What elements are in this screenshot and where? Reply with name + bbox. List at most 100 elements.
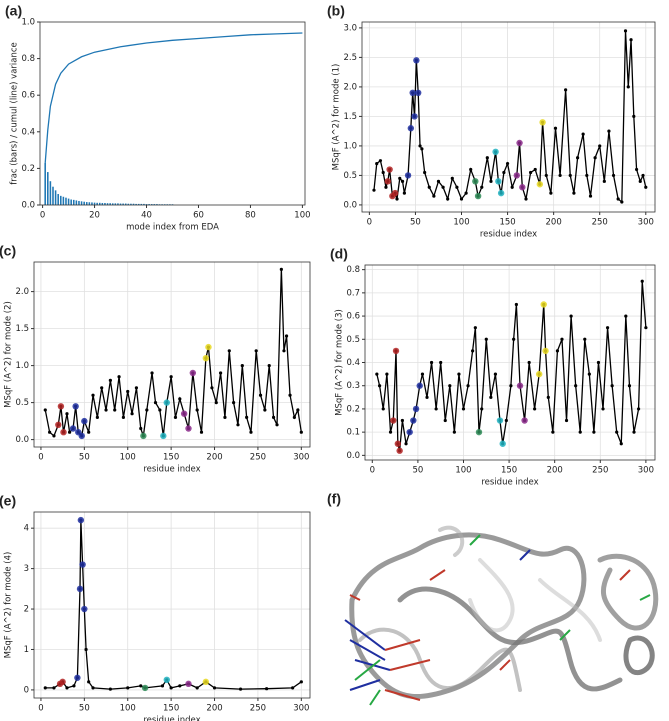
highlight-point [74,674,81,681]
panel-label: (e) [0,493,16,509]
highlight-point [411,113,418,120]
point [605,326,610,330]
highlight-point [396,447,403,454]
y-tick-label: 0.4 [346,358,360,368]
point [443,418,447,423]
point [43,686,47,690]
point [644,326,648,330]
highlight-point [492,148,499,156]
x-tick-label: 200 [206,453,222,463]
y-tick-label: 2.0 [343,82,357,92]
highlight-point [513,172,520,179]
point [560,337,564,341]
point [418,144,422,148]
bar [49,181,52,205]
point [480,185,484,189]
y-tick-label: 0.4 [21,127,35,137]
y-tick-label: 0.7 [346,288,360,298]
point [87,430,91,434]
plot-area [34,512,310,698]
bar [72,199,75,205]
point [529,170,533,175]
point [65,686,69,690]
point [121,415,125,419]
point [130,412,134,416]
point [249,430,253,434]
y-tick-label: 1.5 [15,324,29,334]
highlight-point [185,680,192,688]
point [623,29,628,33]
point [245,415,249,419]
point [375,372,379,376]
highlight-point [81,417,88,425]
point [65,412,69,416]
y-tick-label: 0.5 [15,398,29,408]
point [232,401,236,405]
bar [85,202,88,205]
axes-frame [361,21,656,213]
panel: (a) 0 20 40 60 80 100 0.0 0.2 0.4 0.6 0.8 1.0 mode in… [5,3,311,233]
point [87,680,91,684]
point [611,173,616,178]
point [578,430,582,434]
x-tick-label: 150 [501,466,517,476]
x-tick-label: 50 [79,453,90,463]
highlight-point [163,676,170,684]
highlight-point [205,343,212,351]
point [546,395,550,399]
highlight-point [384,178,391,185]
point [108,378,112,382]
point [169,375,173,379]
point [400,418,404,423]
bar [124,203,127,205]
point [372,188,376,192]
point [402,191,406,195]
point [267,364,271,368]
highlight-point [141,684,149,692]
x-tick-label: 300 [293,453,309,463]
highlight-point [386,166,393,173]
point [446,197,450,201]
point [240,364,244,368]
highlight-point [475,428,483,436]
point [48,430,52,434]
point [473,326,477,330]
highlight-point [521,417,528,424]
highlight-point [472,178,479,185]
x-axis-label: residue index [143,465,200,475]
y-tick-label: 1.0 [21,18,35,28]
point [291,686,295,690]
y-tick-label: 0.0 [21,201,35,211]
x-tick-label: 50 [410,218,421,228]
point [441,185,445,189]
panel: (d) 0 50 100 150 200 250 300 0.0 0.1 0.2 0.3 0.4 0.5 0… [330,246,656,488]
point [610,384,614,388]
bar [75,200,78,205]
highlight-point [516,382,524,389]
point [432,194,436,198]
point [598,144,602,148]
point [512,337,516,341]
point [254,349,258,353]
highlight-point [542,347,549,355]
point [52,686,56,690]
highlight-point [540,301,547,308]
bar [145,204,148,205]
y-tick-label: 0.2 [21,164,35,174]
highlight-point [202,678,210,686]
point [596,360,601,365]
bar [140,203,143,205]
point [510,185,514,189]
point [469,167,473,172]
x-tick-label: 300 [638,466,654,476]
bar [127,203,130,205]
y-axis-label: MSqF (A^2) for mode (3) [335,309,345,416]
point [553,126,558,130]
point [632,114,636,119]
highlight-point [409,89,416,97]
y-tick-label: 1.0 [15,361,29,371]
bar [137,203,140,205]
point [450,176,454,180]
x-tick-label: 100 [455,466,471,476]
x-tick-label: 250 [250,453,266,463]
